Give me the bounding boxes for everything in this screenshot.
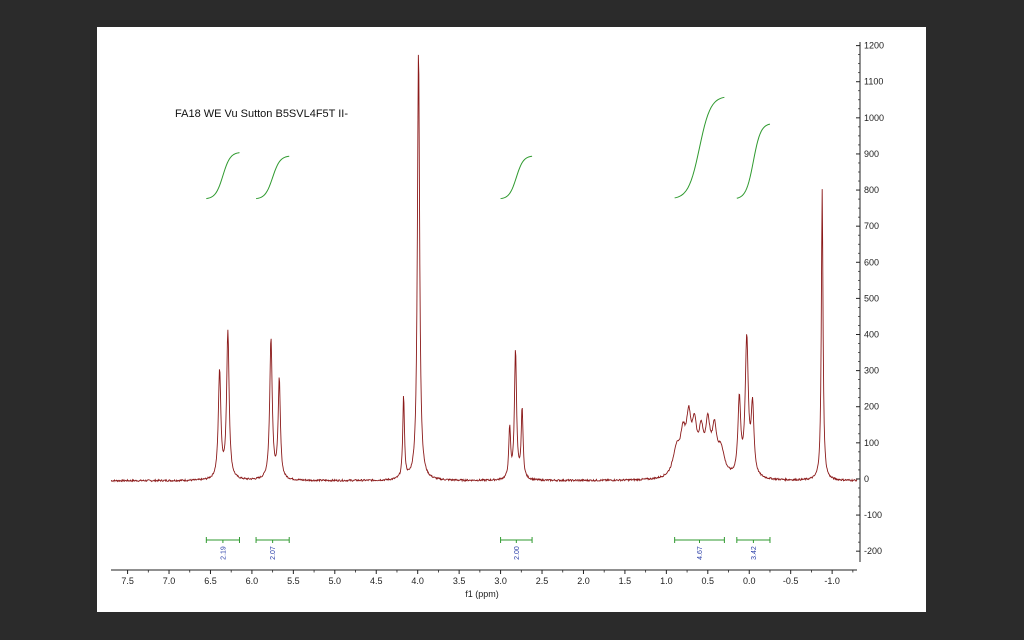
x-tick-label: 1.5 [619,576,632,586]
x-axis-title: f1 (ppm) [465,589,499,599]
y-tick-label: 0 [864,474,869,484]
x-tick-label: 0.5 [702,576,715,586]
integral-value-label: 3.42 [751,546,758,560]
x-tick-label: 5.5 [287,576,300,586]
y-tick-label: 800 [864,185,879,195]
x-tick-label: 2.0 [577,576,590,586]
integral-region: 2.19 [205,152,240,560]
x-tick-label: 0.0 [743,576,756,586]
y-tick-label: 600 [864,257,879,267]
y-tick-label: 500 [864,293,879,303]
y-tick-label: 1200 [864,41,884,51]
y-tick-label: -200 [864,546,882,556]
x-axis: 7.5 7.0 6.5 6.0 5.5 5.0 4.5 4.0 3.5 3.0 2.5 2.0 1.5 1… [111,569,857,586]
x-tick-label: 6.0 [246,576,259,586]
integral-curve [255,155,290,200]
x-tick-label: 5.0 [329,576,342,586]
integral-region: 2.07 [255,155,290,560]
y-tick-label: -100 [864,510,882,520]
x-tick-label: 1.0 [660,576,673,586]
y-tick-label: 400 [864,330,879,340]
nmr-spectrum-chart: 2.19 2.07 2.00 4.67 3.42 7.5 7.0 6.5 6.0 5.5 5.0 4… [110,41,884,599]
integral-region: 2.00 [500,155,533,560]
integral-curve [500,155,533,200]
integrals-layer: 2.19 2.07 2.00 4.67 3.42 [205,96,771,560]
x-tick-label: -1.0 [824,576,840,586]
x-tick-label: 4.5 [370,576,383,586]
y-tick-label: 100 [864,438,879,448]
y-tick-label: 200 [864,402,879,412]
integral-curve [736,123,771,199]
y-tick-label: 1100 [864,77,883,87]
spectrum-trace [110,54,858,483]
integral-value-label: 2.07 [270,546,277,560]
integral-region: 3.42 [736,123,771,560]
integral-value-label: 2.19 [220,546,227,560]
x-tick-label: 2.5 [536,576,549,586]
integral-curve [206,152,240,200]
x-tick-label: 3.5 [453,576,466,586]
integral-value-label: 2.00 [514,546,521,560]
x-tick-label: 7.5 [121,576,134,586]
x-tick-label: 6.5 [204,576,217,586]
y-axis: -200 -100 0 100 200 300 400 500 600 700 800 900 1000… [856,41,884,562]
y-tick-label: 900 [864,149,879,159]
y-tick-label: 700 [864,221,879,231]
integral-value-label: 4.67 [697,546,704,560]
x-tick-label: -0.5 [783,576,799,586]
x-tick-label: 7.0 [163,576,176,586]
plot-paper: 2.19 2.07 2.00 4.67 3.42 7.5 7.0 6.5 6.0 5.5 5.0 4… [97,27,926,612]
integral-region: 4.67 [674,96,725,560]
integral-curve [674,96,725,199]
chart-title: FA18 WE Vu Sutton B5SVL4F5T II- [175,108,348,120]
x-tick-label: 3.0 [494,576,507,586]
x-tick-label: 4.0 [411,576,424,586]
y-tick-label: 300 [864,366,879,376]
y-tick-label: 1000 [864,113,884,123]
